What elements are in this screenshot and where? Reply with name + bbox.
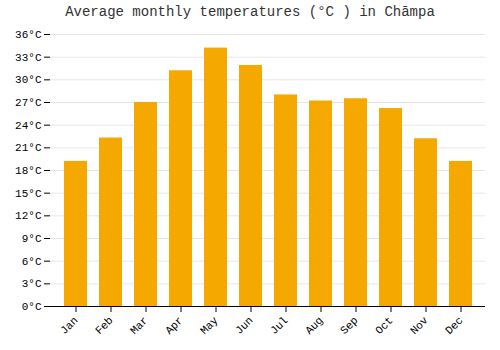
svg-text:Jul: Jul bbox=[268, 314, 290, 336]
svg-text:Nov: Nov bbox=[408, 314, 431, 337]
html-text:Average monthly temperatures (: Average monthly temperatures (°C ) in Ch… bbox=[65, 4, 435, 20]
svg-text:18°C: 18°C bbox=[15, 165, 42, 177]
svg-text:30°C: 30°C bbox=[15, 74, 42, 86]
svg-text:May: May bbox=[198, 314, 221, 337]
svg-text:Mar: Mar bbox=[128, 314, 150, 336]
svg-text:Aug: Aug bbox=[303, 314, 325, 336]
svg-text:0°C: 0°C bbox=[22, 301, 42, 313]
svg-text:6°C: 6°C bbox=[22, 256, 42, 268]
svg-text:Jun: Jun bbox=[233, 314, 255, 336]
svg-text:Sep: Sep bbox=[338, 314, 360, 336]
svg-text:Jan: Jan bbox=[58, 314, 80, 336]
svg-text:36°C: 36°C bbox=[15, 29, 42, 41]
svg-text:9°C: 9°C bbox=[22, 233, 42, 245]
svg-text:3°C: 3°C bbox=[22, 278, 42, 290]
svg-text:12°C: 12°C bbox=[15, 210, 42, 222]
svg-text:Dec: Dec bbox=[443, 314, 465, 336]
svg-text:15°C: 15°C bbox=[15, 188, 42, 200]
svg-text:Feb: Feb bbox=[93, 314, 115, 336]
svg-text:33°C: 33°C bbox=[15, 52, 42, 64]
svg-text:24°C: 24°C bbox=[15, 120, 42, 132]
svg-text:21°C: 21°C bbox=[15, 142, 42, 154]
svg-text:Apr: Apr bbox=[163, 314, 185, 336]
svg-text:27°C: 27°C bbox=[15, 97, 42, 109]
svg-text:Oct: Oct bbox=[373, 314, 395, 336]
